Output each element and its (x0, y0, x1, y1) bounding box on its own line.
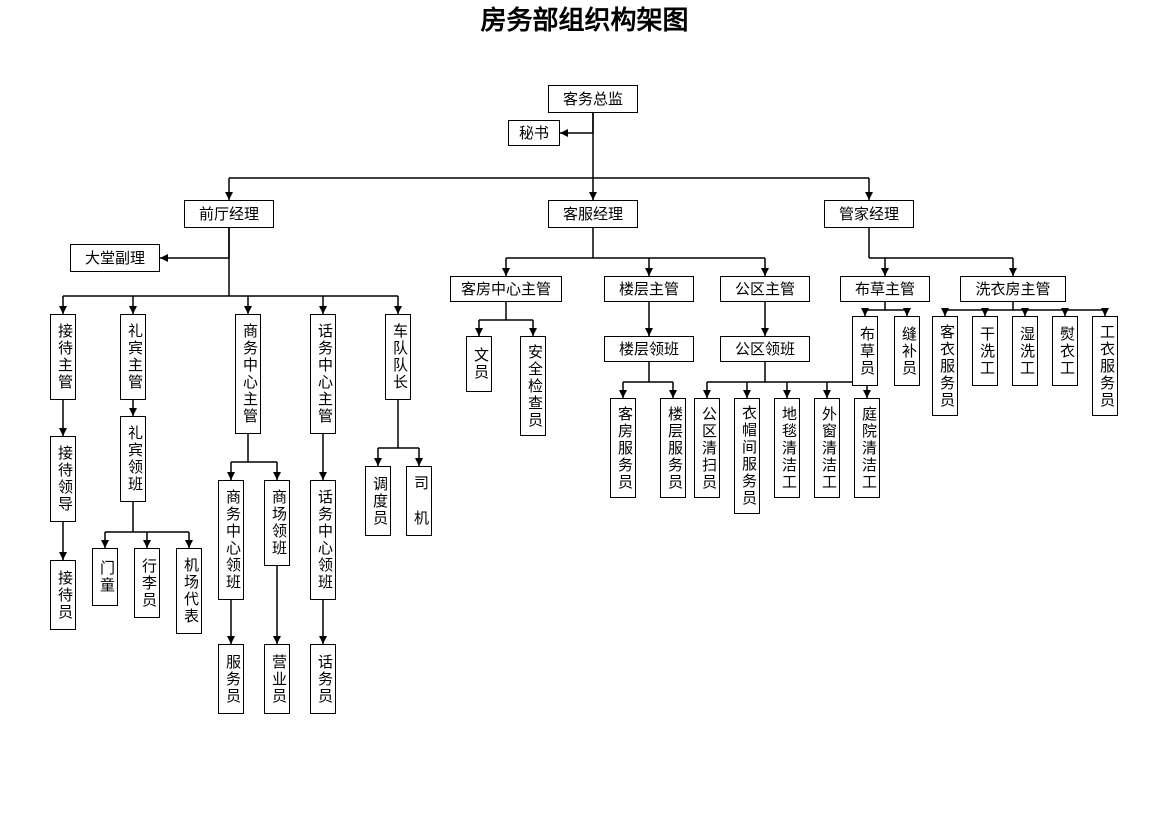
node-n_dryclean: 干洗工 (972, 316, 998, 386)
node-n_uniform: 工衣服务员 (1092, 316, 1118, 416)
node-n_sup_recep: 接待主管 (50, 314, 76, 400)
node-n_sup_linen: 布草主管 (840, 276, 930, 302)
node-n_airport: 机场代表 (176, 548, 202, 634)
node-n_driver: 司 机 (406, 466, 432, 536)
node-n_garden: 庭院清洁工 (854, 398, 880, 498)
node-n_sup_laundry: 洗衣房主管 (960, 276, 1066, 302)
node-n_dispatch: 调度员 (365, 466, 391, 536)
node-n_cap_fleet: 车队队长 (385, 314, 411, 400)
node-n_sew: 缝补员 (894, 316, 920, 386)
node-n_sup_biz: 商务中心主管 (235, 314, 261, 434)
edges-layer (0, 0, 1169, 826)
node-n_mgr_hk: 管家经理 (824, 200, 914, 228)
node-n_mgr_cs: 客服经理 (548, 200, 638, 228)
node-n_svc_staff: 服务员 (218, 644, 244, 714)
node-n_sup_conc: 礼宾主管 (120, 314, 146, 400)
node-n_op_lead: 话务中心领班 (310, 480, 336, 600)
node-n_carpet: 地毯清洁工 (774, 398, 800, 498)
node-n_lobby_am: 大堂副理 (70, 244, 160, 272)
node-n_iron: 熨衣工 (1052, 316, 1078, 386)
node-n_bellboy: 门童 (92, 548, 118, 606)
node-n_biz_lead: 商务中心领班 (218, 480, 244, 600)
node-n_floor_lead: 楼层领班 (604, 336, 694, 362)
node-n_secretary: 秘书 (508, 120, 560, 146)
node-n_conc_lead: 礼宾领班 (120, 416, 146, 502)
node-n_mgr_front: 前厅经理 (184, 200, 274, 228)
node-n_window: 外窗清洁工 (814, 398, 840, 498)
node-n_sup_op: 话务中心主管 (310, 314, 336, 434)
node-n_cloak: 衣帽间服务员 (734, 398, 760, 514)
node-n_sup_roomctr: 客房中心主管 (450, 276, 562, 302)
node-n_wetclean: 湿洗工 (1012, 316, 1038, 386)
org-chart: 房务部组织构架图 客务总监秘书前厅经理客服经理管家经理大堂副理接待主管礼宾主管商… (0, 0, 1169, 826)
node-n_pa_clean: 公区清扫员 (694, 398, 720, 498)
node-n_sales_staff: 营业员 (264, 644, 290, 714)
node-n_public_lead: 公区领班 (720, 336, 810, 362)
node-n_sup_public: 公区主管 (720, 276, 810, 302)
node-n_floor_att: 楼层服务员 (660, 398, 686, 498)
node-n_linen_staff: 布草员 (852, 316, 878, 386)
node-n_sup_floor: 楼层主管 (604, 276, 694, 302)
node-n_recep_staff: 接待员 (50, 560, 76, 630)
node-n_director: 客务总监 (548, 85, 638, 113)
node-n_porter: 行李员 (134, 548, 160, 618)
node-n_op_staff: 话务员 (310, 644, 336, 714)
node-n_recep_lead: 接待领导 (50, 436, 76, 522)
node-n_safety: 安全检查员 (520, 336, 546, 436)
node-n_room_att: 客房服务员 (610, 398, 636, 498)
node-n_valet: 客衣服务员 (932, 316, 958, 416)
node-n_mall_lead: 商场领班 (264, 480, 290, 566)
node-n_clerk: 文员 (466, 336, 492, 392)
